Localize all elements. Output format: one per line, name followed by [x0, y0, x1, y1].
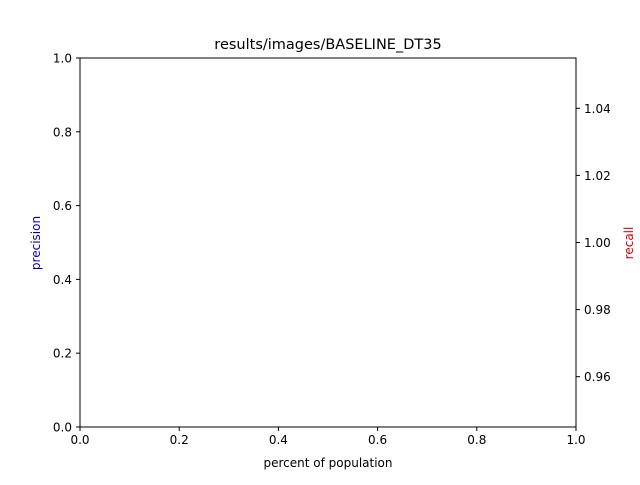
y-left-tick-label: 0.8: [53, 125, 72, 139]
x-tick-label: 1.0: [566, 433, 585, 447]
x-tick-label: 0.8: [467, 433, 486, 447]
y-right-axis-label: recall: [622, 227, 636, 260]
x-axis-label: percent of population: [263, 456, 392, 470]
y-right-tick-label: 0.96: [584, 370, 611, 384]
y-left-tick-label: 0.0: [53, 421, 72, 435]
y-right-tick-label: 1.04: [584, 102, 611, 116]
y-left-axis-ticks: 0.0 0.2 0.4 0.6 0.8 1.0: [53, 52, 80, 435]
y-right-axis-ticks: 0.96 0.98 1.00 1.02 1.04: [576, 102, 611, 384]
y-right-tick-label: 1.02: [584, 169, 611, 183]
y-left-tick-label: 0.6: [53, 199, 72, 213]
y-left-tick-label: 0.4: [53, 273, 72, 287]
plot-area-frame: [79, 57, 577, 428]
x-tick-label: 0.4: [269, 433, 288, 447]
chart-title: results/images/BASELINE_DT35: [214, 37, 441, 53]
x-axis-ticks: 0.0 0.2 0.4 0.6 0.8 1.0: [70, 427, 586, 447]
x-tick-label: 0.2: [170, 433, 189, 447]
x-tick-label: 0.0: [70, 433, 89, 447]
x-tick-label: 0.6: [368, 433, 387, 447]
y-right-tick-label: 0.98: [584, 303, 611, 317]
y-left-axis-label: precision: [29, 216, 43, 270]
y-right-tick-label: 1.00: [584, 236, 611, 250]
y-left-tick-label: 0.2: [53, 347, 72, 361]
y-left-tick-label: 1.0: [53, 52, 72, 66]
